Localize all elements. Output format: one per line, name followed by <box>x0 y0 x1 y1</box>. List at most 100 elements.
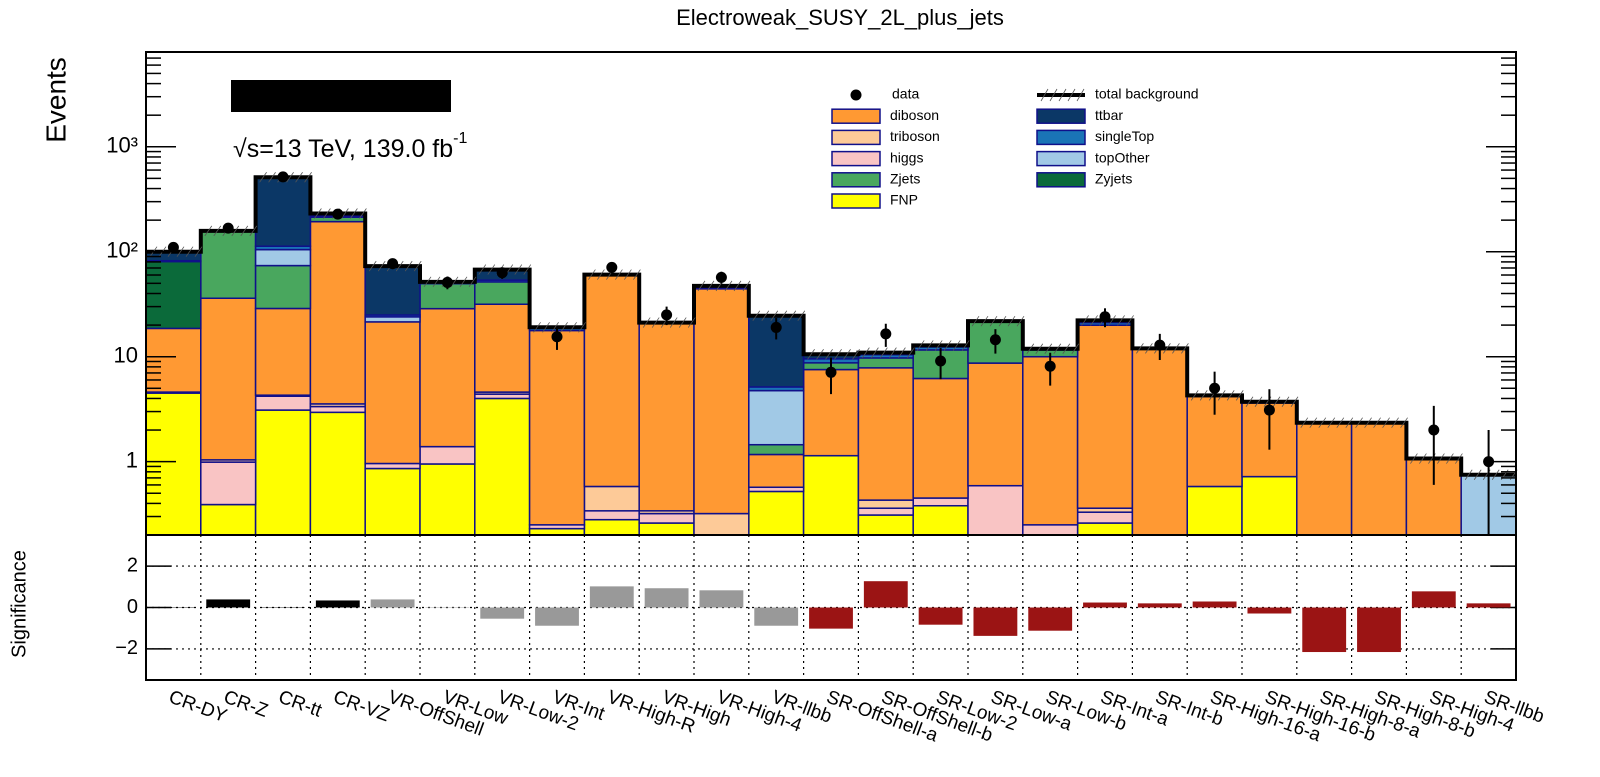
uncertainty-hatch <box>843 349 851 360</box>
uncertainty-hatch <box>1007 315 1016 327</box>
uncertainty-hatch <box>487 264 496 275</box>
stack-segment <box>419 463 476 536</box>
legend-label: total background <box>1095 86 1199 102</box>
stack-segment <box>693 512 750 536</box>
significance-bar <box>1028 607 1073 631</box>
legend-label: Zjets <box>890 171 920 187</box>
significance-bar <box>1083 602 1127 608</box>
data-point <box>880 328 892 340</box>
stack-segment <box>583 485 640 512</box>
stack-segment <box>254 395 312 411</box>
stack-segment <box>254 264 312 310</box>
stack-segment <box>1131 348 1188 536</box>
uncertainty-hatch <box>404 260 413 272</box>
stack-segment <box>364 265 421 316</box>
uncertainty-hatch <box>889 347 897 358</box>
uncertainty-hatch <box>1090 315 1098 326</box>
stack-segment <box>254 176 312 247</box>
uncertainty-hatch <box>1318 417 1327 428</box>
data-point <box>1154 339 1166 351</box>
uncertainty-hatch <box>597 269 605 280</box>
data-point <box>1044 360 1056 372</box>
data-point <box>1483 456 1495 468</box>
significance-bar <box>1302 607 1347 653</box>
uncertainty-hatch <box>240 225 249 237</box>
significance-bar <box>535 607 579 626</box>
uncertainty-hatch <box>395 260 404 272</box>
uncertainty-hatch <box>1437 453 1445 464</box>
uncertainty-hatch <box>834 349 842 360</box>
stack-segment <box>364 467 421 536</box>
uncertainty-hatch <box>816 349 824 360</box>
uncertainty-hatch <box>907 347 915 358</box>
uncertainty-hatch <box>862 347 870 358</box>
stack-segment <box>1076 511 1134 524</box>
stack-segment <box>254 307 312 396</box>
uncertainty-hatch <box>1373 417 1381 428</box>
stack-segment <box>474 281 531 305</box>
data-point <box>496 267 508 279</box>
stack-segment <box>912 377 969 499</box>
legend-hatch <box>1040 88 1049 102</box>
uncertainty-hatch <box>533 322 541 333</box>
legend-hatch <box>1058 88 1067 102</box>
stack-segment <box>200 461 257 506</box>
uncertainty-hatch <box>898 347 906 358</box>
significance-bar <box>315 600 360 608</box>
uncertainty-hatch <box>871 347 879 358</box>
significance-bar <box>480 607 525 619</box>
stack-segment <box>1350 422 1408 536</box>
stack-segment <box>364 321 421 465</box>
legend-hatch <box>1076 88 1085 102</box>
stack-segment <box>802 454 860 536</box>
legend-label: diboson <box>890 107 939 123</box>
uncertainty-hatch <box>1391 417 1399 428</box>
uncertainty-hatch <box>468 276 477 288</box>
stack-segment <box>145 260 202 330</box>
uncertainty-hatch <box>1473 469 1482 480</box>
stack-segment <box>638 522 695 536</box>
uncertainty-hatch <box>952 340 961 351</box>
uncertainty-hatch <box>980 315 989 327</box>
uncertainty-hatch <box>176 246 185 257</box>
legend-marker <box>850 89 862 101</box>
stack-segment <box>638 512 695 524</box>
stack-segment <box>1296 422 1353 536</box>
uncertainty-hatch <box>770 310 779 321</box>
stack-segment <box>912 504 969 536</box>
data-point <box>1209 382 1221 394</box>
stack-segment <box>583 510 640 521</box>
uncertainty-hatch <box>1290 396 1299 407</box>
uncertainty-hatch <box>432 276 441 288</box>
uncertainty-hatch <box>1136 343 1144 354</box>
y-tick-label: 10 <box>114 343 138 368</box>
uncertainty-hatch <box>761 310 770 321</box>
significance-bar <box>1357 607 1401 653</box>
data-point <box>1099 311 1111 323</box>
uncertainty-hatch <box>724 280 733 292</box>
stack-segment <box>254 248 312 267</box>
stack-segment <box>254 409 312 536</box>
stack-segment <box>857 507 914 516</box>
stack-segment <box>583 274 640 488</box>
legend-swatch <box>1036 129 1086 146</box>
data-point <box>770 321 782 333</box>
uncertainty-hatch <box>1272 396 1281 407</box>
uncertainty-hatch <box>478 264 487 275</box>
redaction-box <box>231 80 451 112</box>
significance-bar <box>1411 591 1456 608</box>
uncertainty-hatch <box>733 280 742 292</box>
legend-swatch <box>1036 150 1086 167</box>
uncertainty-hatch <box>1199 390 1208 401</box>
uncertainty-hatch <box>368 260 377 272</box>
uncertainty-hatch <box>1491 469 1500 480</box>
stack-segment <box>638 322 695 512</box>
uncertainty-hatch <box>998 315 1007 327</box>
y-tick-label: 2 <box>127 554 138 576</box>
uncertainty-hatch <box>423 276 432 288</box>
uncertainty-hatch <box>697 280 706 292</box>
legend-label: higgs <box>890 149 923 165</box>
data-point <box>1263 404 1275 416</box>
significance-bar <box>973 607 1018 636</box>
